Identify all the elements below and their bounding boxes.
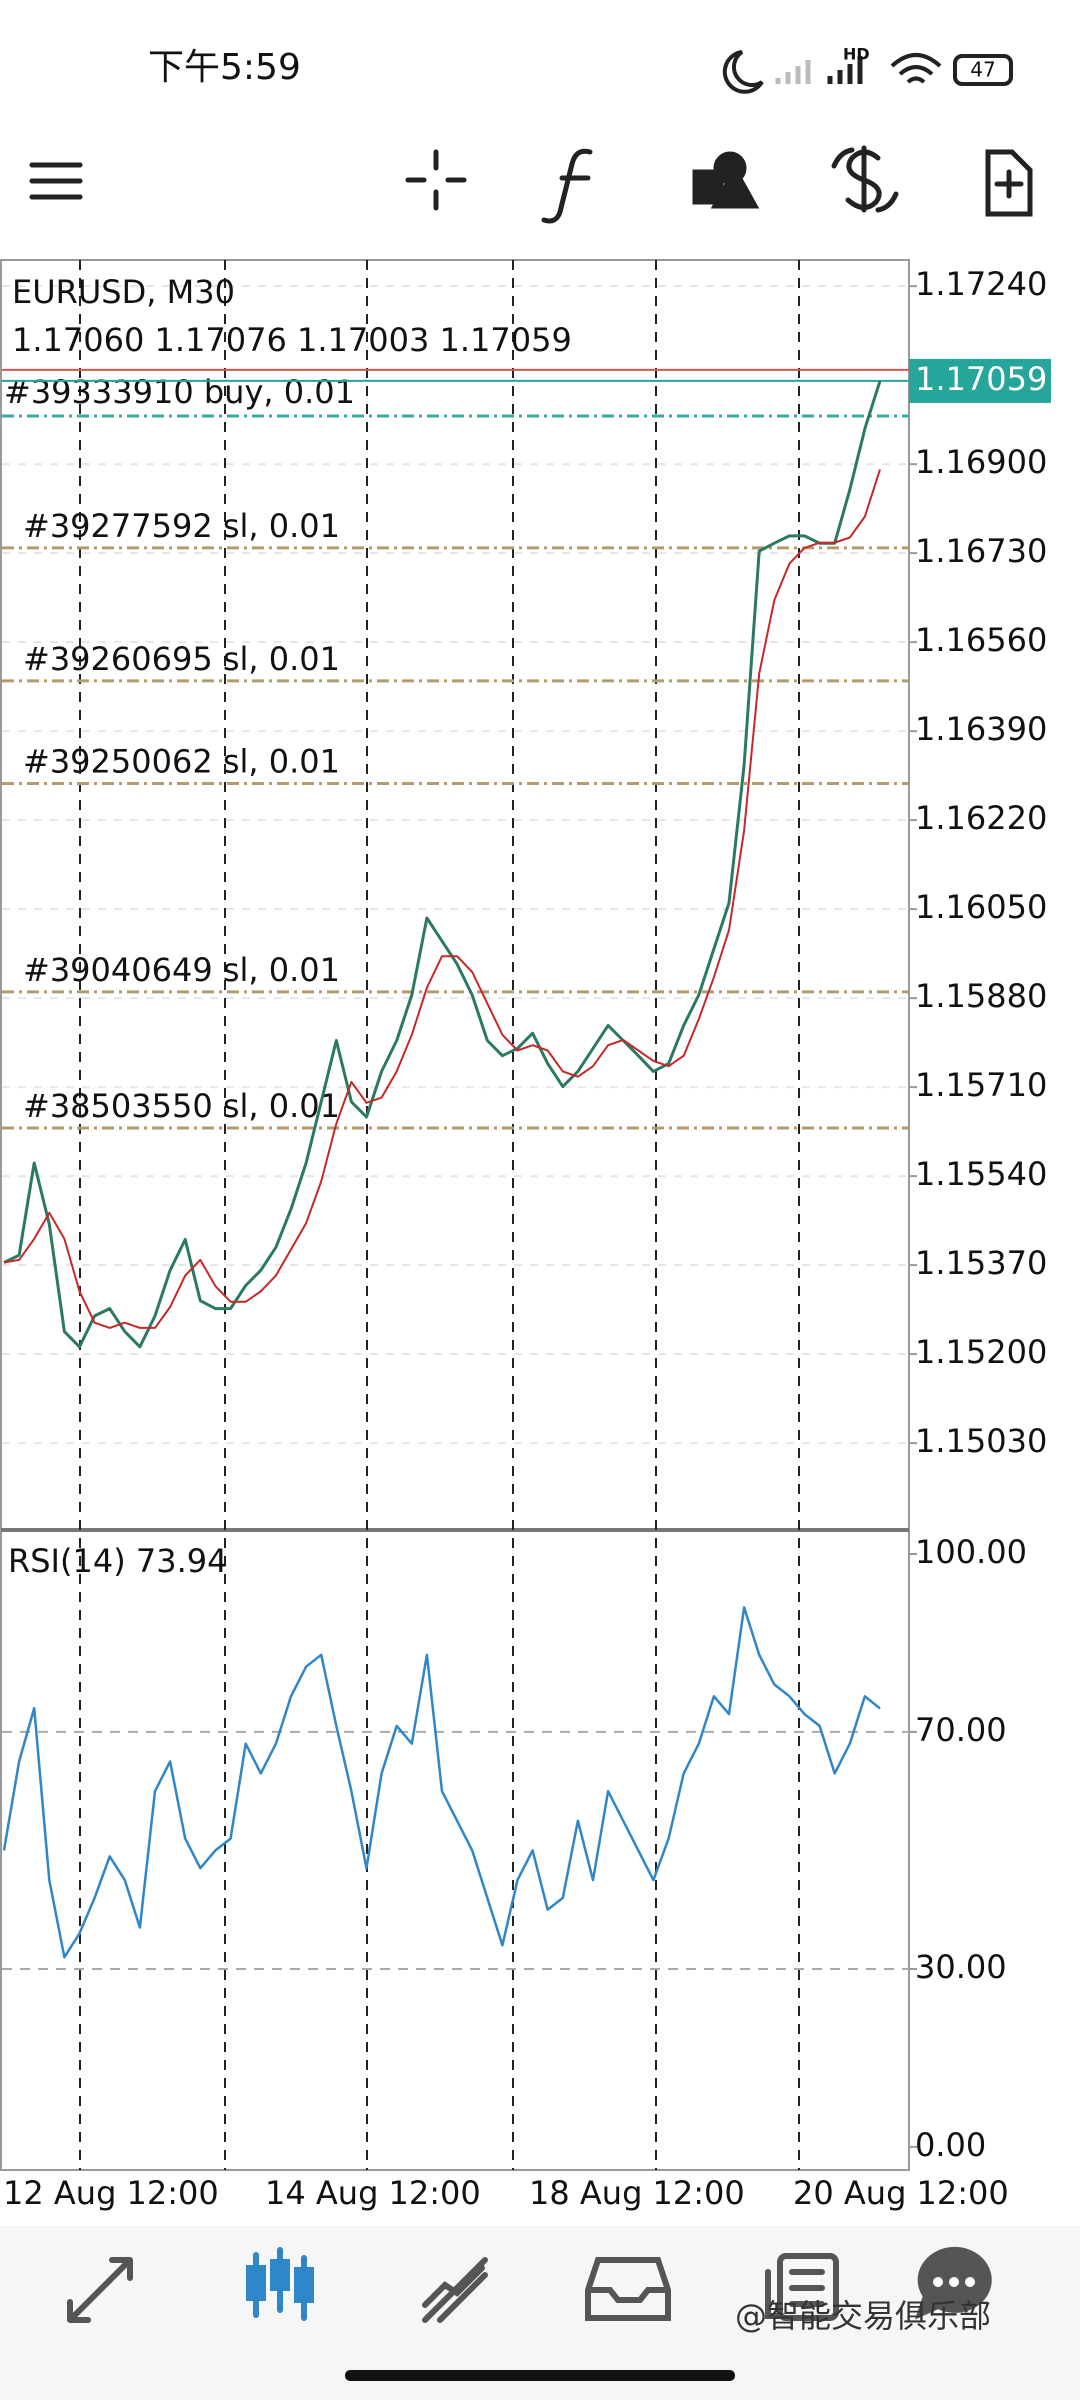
y-tick-label: 70.00 [915,1711,1007,1749]
order-label: #39040649 sl, 0.01 [23,951,340,989]
nav-quotes[interactable] [67,2257,133,2323]
wifi-icon [890,53,942,84]
y-tick-label: 1.15200 [915,1333,1047,1371]
network-type: HD [843,45,870,64]
signal-icon-1 [775,60,811,84]
menu-button[interactable] [29,162,83,200]
indicators-button[interactable] [541,148,593,224]
order-label: #38503550 sl, 0.01 [23,1087,340,1125]
order-label: #39277592 sl, 0.01 [23,507,340,545]
new-order-button[interactable] [985,149,1033,217]
nav-trade[interactable] [422,2257,488,2323]
chart-frame [0,259,910,2171]
moon-icon [722,50,764,94]
bid-price-box [909,358,1051,403]
bid-price-label: 1.17059 [915,360,1047,398]
signal-icon-2 [827,56,863,84]
crosshair-button[interactable] [405,149,467,211]
battery-icon [953,54,1013,86]
y-tick-label: 0.00 [915,2126,986,2164]
objects-button[interactable] [692,151,760,209]
order-label: #39333910 buy, 0.01 [4,373,355,411]
chart-symbol: EURUSD, M30 [12,273,235,311]
nav-chart[interactable] [246,2247,314,2321]
y-tick-label: 1.16900 [915,443,1047,481]
nav-news[interactable] [765,2253,839,2321]
chart-layer: 1.17240 1.16900 1.16730 1.16560 1.16390 1.162… [2,265,1051,2164]
y-tick-label: 1.15370 [915,1244,1047,1282]
home-indicator [345,2370,735,2381]
status-icons [722,50,1013,94]
y-tick-label: 100.00 [915,1533,1027,1571]
rsi-title: RSI(14) 73.94 [8,1542,227,1580]
status-time: 下午5:59 [148,47,301,88]
ohlc-values: 1.17060 1.17076 1.17003 1.17059 [12,321,572,359]
price-line [3,380,882,1349]
watermark: @智能交易俱乐部 [735,2297,991,2335]
x-tick-label: 14 Aug 12:00 [265,2174,481,2212]
x-tick-label: 18 Aug 12:00 [529,2174,745,2212]
y-tick-label: 1.15710 [915,1066,1047,1104]
rsi-line [2,1606,881,1959]
y-tick-label: 1.16050 [915,888,1047,926]
order-label: #39260695 sl, 0.01 [23,640,340,678]
y-tick-label: 1.16390 [915,710,1047,748]
chart-border [0,259,910,2171]
chat-dots [933,2277,975,2287]
trade-button[interactable] [831,145,899,213]
battery-level: 47 [970,58,995,82]
x-tick-label: 20 Aug 12:00 [793,2174,1009,2212]
y-tick-label: 1.16220 [915,799,1047,837]
order-label: #39250062 sl, 0.01 [23,742,340,780]
y-tick-label: 1.15030 [915,1422,1047,1460]
day-separators [79,260,800,2170]
moving-average [3,469,881,1329]
y-tick-label: 1.16730 [915,532,1047,570]
x-tick-label: 12 Aug 12:00 [3,2174,219,2212]
y-tick-label: 1.17240 [915,265,1047,303]
y-tick-label: 1.15880 [915,977,1047,1015]
y-tick-label: 30.00 [915,1948,1007,1986]
toolbar [29,145,1033,224]
y-tick-label: 1.16560 [915,621,1047,659]
nav-history[interactable] [585,2257,671,2321]
y-tick-label: 1.15540 [915,1155,1047,1193]
